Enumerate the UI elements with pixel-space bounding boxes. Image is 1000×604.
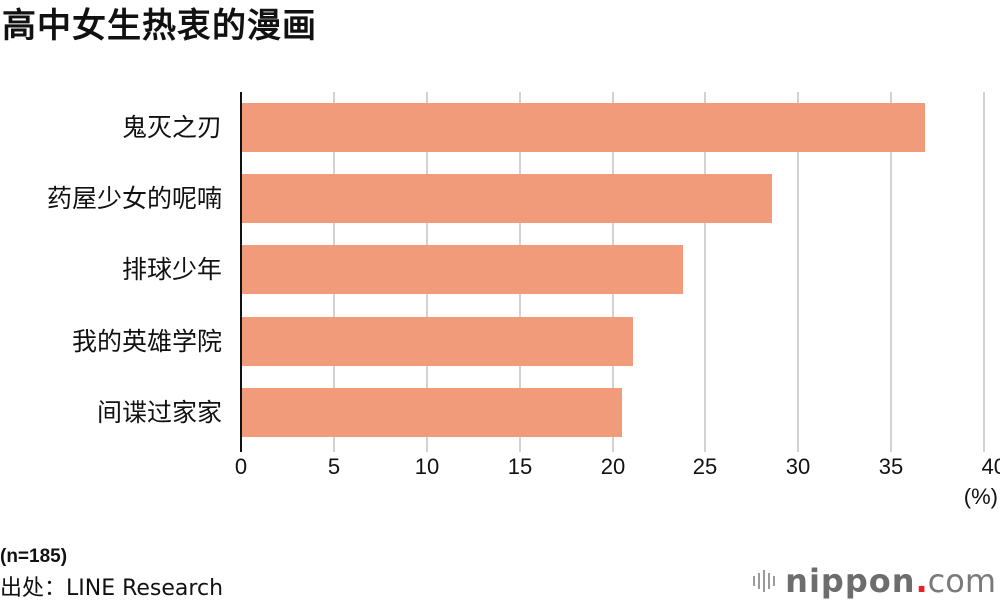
x-tick-label: 20 [600, 454, 626, 479]
sample-size: (n=185) [0, 546, 68, 567]
x-tick-label: 35 [878, 454, 904, 479]
chart-title: 高中女生热衷的漫画 [2, 6, 317, 46]
x-axis-unit: (%) [963, 484, 998, 509]
bar-4 [241, 388, 622, 437]
x-tick-label: 30 [785, 454, 811, 479]
x-tick-label: 5 [327, 454, 341, 479]
gridline [797, 92, 800, 452]
category-label: 我的英雄学院 [71, 327, 222, 356]
bar-3 [241, 317, 633, 366]
logo-dot: . [915, 562, 928, 600]
category-label: 间谍过家家 [96, 398, 222, 427]
soundwave-icon [753, 570, 776, 592]
logo-brand: nippon [785, 562, 916, 600]
gridline [704, 92, 707, 452]
source-note: 出处：LINE Research [0, 576, 224, 601]
x-tick-label: 40 [981, 454, 1000, 479]
y-axis-line [240, 92, 242, 452]
gridline [890, 92, 893, 452]
bar-0 [241, 103, 925, 152]
plot-area [240, 92, 985, 452]
category-label: 排球少年 [121, 255, 222, 284]
category-label: 鬼灭之刃 [121, 113, 222, 142]
nippon-logo: nippon. com [753, 562, 996, 600]
x-tick-label: 0 [234, 454, 248, 479]
bar-1 [241, 174, 773, 223]
x-tick-label: 25 [692, 454, 718, 479]
bar-2 [241, 245, 684, 294]
x-tick-label: 15 [507, 454, 533, 479]
category-label: 药屋少女的呢喃 [46, 184, 222, 213]
gridline [983, 92, 985, 452]
x-tick-label: 10 [414, 454, 440, 479]
logo-tld: com [927, 562, 996, 600]
